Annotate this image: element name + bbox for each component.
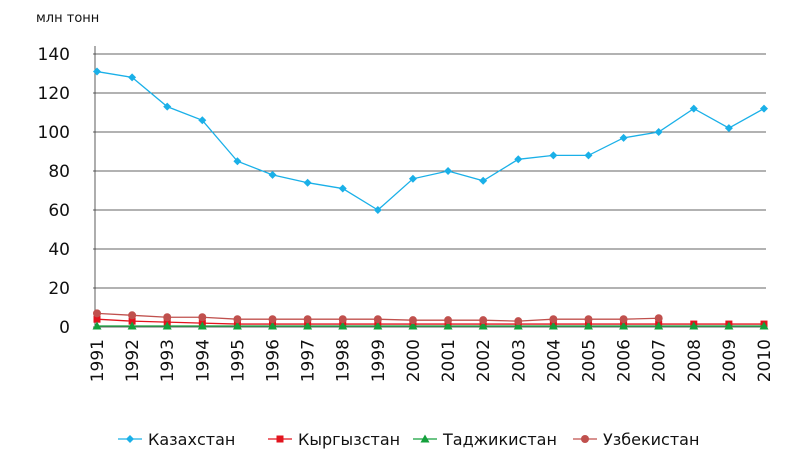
point: [408, 316, 417, 325]
point: [93, 315, 101, 323]
point: [408, 321, 418, 330]
point: [408, 174, 417, 183]
y-axis-label: млн тонн: [36, 11, 99, 26]
point: [689, 321, 699, 330]
y-tick-label: 60: [48, 201, 70, 221]
point: [268, 321, 278, 330]
x-tick-label: 2004: [544, 339, 564, 382]
y-tick-label: 120: [38, 84, 70, 104]
point: [373, 206, 382, 214]
series-line: [96, 70, 765, 211]
point: [303, 178, 312, 187]
x-tick-label: 1995: [228, 339, 248, 382]
y-tick-label: 20: [48, 279, 70, 299]
point: [92, 321, 102, 330]
point: [338, 321, 348, 330]
point: [584, 151, 593, 160]
point: [93, 67, 101, 76]
point: [338, 315, 347, 324]
point: [128, 311, 137, 320]
legend-label: Таджикистан: [442, 430, 557, 449]
x-tick-label: 1998: [334, 339, 354, 382]
point: [654, 314, 663, 323]
point: [514, 317, 523, 326]
y-tick-label: 100: [38, 123, 70, 143]
x-tick-label: 2010: [755, 339, 775, 382]
point: [268, 315, 277, 324]
y-tick-label: 140: [38, 45, 70, 65]
x-tick-label: 2007: [650, 339, 670, 382]
point: [373, 321, 383, 330]
point: [724, 124, 733, 133]
point: [479, 176, 488, 185]
point: [233, 315, 242, 324]
legend-label: Кыргызстан: [298, 430, 400, 449]
point: [162, 321, 172, 330]
x-tick-label: 1999: [369, 339, 389, 382]
legend-marker: [581, 435, 589, 443]
y-tick-label: 40: [48, 240, 70, 260]
point: [443, 321, 453, 330]
x-tick-label: 2003: [509, 339, 529, 382]
point: [163, 102, 172, 111]
x-tick-label: 2000: [404, 339, 424, 382]
point: [163, 313, 172, 322]
x-tick-label: 2002: [474, 339, 494, 382]
point: [478, 321, 488, 330]
x-tick-label: 2005: [579, 339, 599, 382]
point: [444, 167, 453, 175]
point: [759, 321, 769, 330]
x-tick-label: 1997: [299, 339, 319, 382]
series-line: [96, 318, 764, 325]
point: [479, 316, 488, 325]
legend-marker: [276, 435, 284, 443]
x-tick-label: 2009: [720, 339, 740, 382]
x-tick-label: 1992: [123, 339, 143, 382]
point: [548, 321, 558, 330]
legend-label: Узбекистан: [603, 430, 699, 449]
x-tick-label: 2008: [685, 339, 705, 382]
y-tick-label: 80: [48, 162, 70, 182]
point: [584, 315, 593, 324]
x-tick-label: 1996: [264, 339, 284, 382]
point: [619, 315, 628, 324]
legend-label: Казахстан: [148, 430, 235, 449]
x-tick-label: 1993: [158, 339, 178, 382]
point: [549, 315, 558, 324]
x-tick-label: 2006: [615, 339, 635, 382]
point: [198, 313, 207, 322]
point: [93, 309, 101, 318]
y-tick-label: 0: [59, 318, 70, 338]
legend-marker: [420, 434, 430, 443]
point: [760, 104, 768, 113]
point: [583, 321, 593, 330]
point: [444, 316, 453, 325]
point: [338, 184, 347, 193]
point: [128, 73, 137, 82]
point: [654, 128, 663, 136]
point: [513, 321, 523, 330]
x-tick-label: 1991: [88, 339, 108, 382]
point: [303, 321, 313, 330]
point: [197, 321, 207, 330]
point: [619, 133, 628, 142]
point: [654, 321, 664, 330]
point: [127, 321, 137, 330]
point: [619, 321, 629, 330]
x-tick-label: 1994: [193, 339, 213, 382]
legend-marker: [126, 435, 134, 443]
x-tick-label: 2001: [439, 339, 459, 382]
point: [303, 315, 312, 324]
point: [689, 104, 698, 113]
point: [373, 315, 382, 324]
point: [232, 321, 242, 330]
point: [268, 170, 277, 179]
point: [549, 151, 558, 160]
point: [724, 321, 734, 330]
point: [514, 155, 523, 164]
point: [128, 317, 136, 325]
point: [233, 157, 242, 166]
point: [198, 116, 207, 125]
